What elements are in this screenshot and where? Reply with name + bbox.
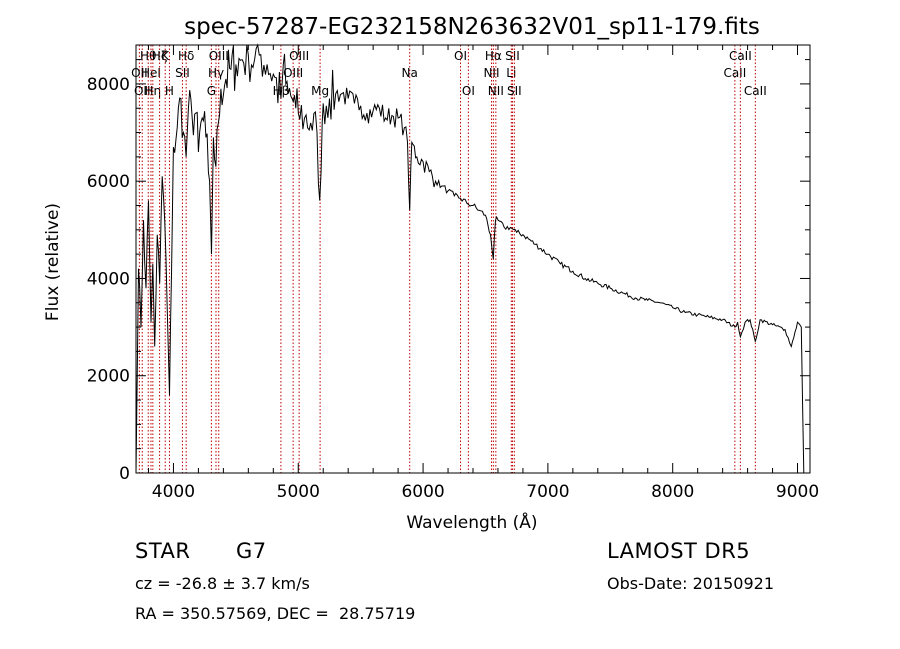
y-axis-label: Flux (relative) — [43, 203, 63, 321]
obs-date: Obs-Date: 20150921 — [607, 574, 775, 593]
marker-label: OII — [131, 66, 148, 80]
x-tick-label: 7000 — [526, 482, 569, 502]
marker-label: Na — [402, 66, 418, 80]
marker-label: CaII — [723, 66, 746, 80]
marker-label: K — [161, 49, 170, 63]
y-tick-label: 6000 — [87, 172, 130, 192]
chart-title: spec-57287-EG232158N263632V01_sp11-179.f… — [184, 14, 760, 40]
marker-label: Mg — [311, 84, 329, 98]
marker-label: G — [207, 84, 216, 98]
object-class: STAR — [135, 539, 191, 563]
x-axis-label: Wavelength (Å) — [406, 511, 537, 533]
coordinates: RA = 350.57569, DEC = 28.75719 — [135, 604, 416, 623]
marker-label: Hα — [485, 49, 502, 63]
marker-label: Hζ — [152, 49, 168, 63]
marker-label: H — [165, 84, 174, 98]
marker-label: NII — [488, 84, 504, 98]
marker-label: OI — [454, 49, 467, 63]
marker-label: OIII — [283, 66, 303, 80]
marker-label: Hδ — [178, 49, 194, 63]
spectrum-line — [135, 43, 805, 474]
y-tick-label: 4000 — [87, 269, 130, 289]
marker-label: Li — [506, 66, 516, 80]
object-subclass: G7 — [236, 539, 267, 563]
marker-label: SII — [505, 49, 520, 63]
marker-label: Hθ — [140, 49, 156, 63]
x-tick-label: 4000 — [152, 482, 195, 502]
x-tick-label: 9000 — [776, 482, 819, 502]
marker-label: Hγ — [208, 66, 224, 80]
y-tick-label: 2000 — [87, 367, 130, 387]
marker-label: CaII — [729, 49, 752, 63]
plot-frame — [135, 44, 811, 474]
x-tick-label: 6000 — [401, 482, 444, 502]
y-tick-label: 8000 — [87, 75, 130, 95]
marker-label: SII — [507, 84, 522, 98]
x-tick-label: 5000 — [277, 482, 320, 502]
line-markers: OIIOIIHθHeIHηHζKHSIIHδGHγOIIIHβOIIIOIIIM… — [131, 45, 767, 473]
marker-label: OIII — [209, 49, 229, 63]
marker-label: NII — [483, 66, 499, 80]
y-tick-label: 0 — [119, 464, 130, 484]
marker-label: Hη — [145, 84, 162, 98]
spectrum-series — [135, 43, 805, 474]
survey-name: LAMOST DR5 — [607, 539, 751, 563]
redshift-value: cz = -26.8 ± 3.7 km/s — [135, 574, 310, 593]
marker-label: OI — [462, 84, 475, 98]
marker-label: OIII — [289, 49, 309, 63]
x-tick-label: 8000 — [651, 482, 694, 502]
marker-label: OII — [134, 84, 151, 98]
marker-label: HeI — [141, 66, 161, 80]
axes: 4000 5000 6000 7000 8000 9000 0 2000 4000 6000 800… — [87, 44, 819, 502]
marker-label: CaII — [744, 84, 767, 98]
marker-label: SII — [175, 66, 190, 80]
